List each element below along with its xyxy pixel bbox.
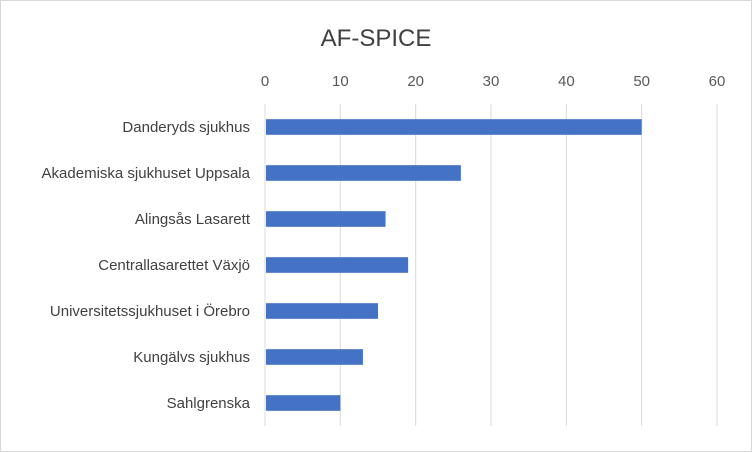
category-label: Kungälvs sjukhus	[133, 349, 250, 366]
bars	[266, 119, 642, 411]
gridlines	[264, 104, 718, 426]
x-tick-label: 50	[633, 73, 650, 90]
category-label: Centrallasarettet Växjö	[98, 257, 250, 274]
x-tick-label: 0	[261, 73, 269, 90]
x-tick-label: 30	[483, 73, 500, 90]
bar	[266, 257, 409, 273]
category-label: Alingsås Lasarett	[135, 211, 251, 228]
category-label: Akademiska sjukhuset Uppsala	[42, 165, 251, 182]
bar	[266, 349, 363, 365]
bar	[266, 119, 642, 135]
bar	[266, 211, 386, 227]
category-label: Universitetssjukhuset i Örebro	[50, 302, 250, 320]
x-tick-label: 10	[332, 73, 349, 90]
bar	[266, 303, 378, 319]
x-axis-ticks: 0 10 20 30 40 50 60	[261, 73, 726, 90]
category-label: Sahlgrenska	[167, 395, 251, 412]
bar	[266, 395, 341, 411]
x-tick-label: 60	[709, 73, 726, 90]
x-tick-label: 40	[558, 73, 575, 90]
chart-title: AF-SPICE	[321, 25, 432, 52]
category-labels: Danderyds sjukhus Akademiska sjukhuset Up…	[42, 119, 251, 412]
category-label: Danderyds sjukhus	[122, 119, 250, 136]
bar	[266, 165, 461, 181]
x-tick-label: 20	[407, 73, 424, 90]
